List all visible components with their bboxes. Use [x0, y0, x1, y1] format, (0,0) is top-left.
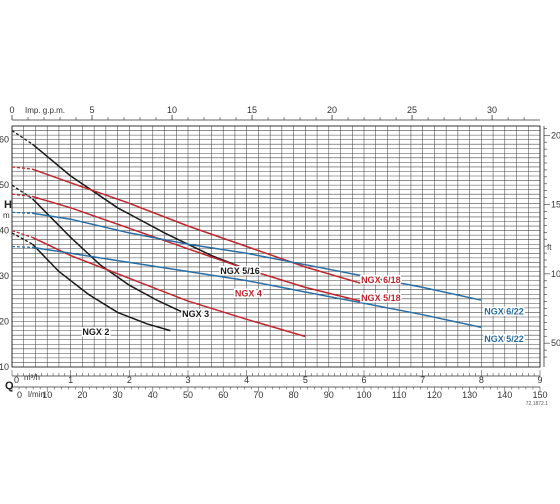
- y-axis-symbol: H: [4, 199, 12, 211]
- series-label: NGX 2: [82, 327, 109, 337]
- lmin-tick-label: 50: [183, 390, 193, 400]
- series-label-halo: NGX 5/22: [484, 334, 524, 344]
- series-dashed-segment: [11, 211, 33, 214]
- m3h-tick-label: 5: [303, 375, 308, 385]
- series-label: NGX 3: [182, 309, 209, 319]
- lmin-tick-label: 140: [497, 390, 512, 400]
- series-label: NGX 5/18: [361, 293, 401, 303]
- series-label: NGX 6/22: [484, 307, 524, 317]
- chart-series: [11, 129, 482, 338]
- series-line: [32, 246, 482, 329]
- m3h-tick-label: 8: [479, 375, 484, 385]
- series-line: [32, 168, 365, 285]
- ft-tick-label: 50: [551, 338, 560, 348]
- series-label-halo: NGX 4: [235, 289, 262, 299]
- m3h-tick-label: 6: [361, 375, 366, 385]
- series-line: [32, 143, 253, 273]
- lmin-tick-label: 100: [356, 390, 371, 400]
- m3h-tick-label: 2: [127, 375, 132, 385]
- m3h-tick-label: 1: [68, 375, 73, 385]
- gpm-tick-label: 0: [9, 105, 14, 115]
- series-label-halo: NGX 3: [182, 309, 209, 319]
- series-line: [31, 243, 171, 332]
- m3h-tick-label: 7: [420, 375, 425, 385]
- series-label-halo: NGX 5/18: [361, 293, 401, 303]
- m3h-tick-label: 0: [14, 375, 19, 385]
- series-label: NGX 5/22: [484, 334, 524, 344]
- lmin-tick-label: 80: [289, 390, 299, 400]
- gpm-unit-label: Imp. g.p.m.: [25, 106, 65, 115]
- y-tick-label: 20: [0, 317, 9, 327]
- gpm-tick-label: 25: [407, 105, 417, 115]
- series-dashed-segment: [11, 229, 33, 239]
- lmin-tick-label: 150: [532, 390, 547, 400]
- lmin-tick-label: 130: [462, 390, 477, 400]
- series-label-halo: NGX 2: [82, 327, 109, 337]
- gpm-tick-label: 20: [327, 105, 337, 115]
- reference-code: 72.1872.1: [526, 401, 548, 407]
- y-tick-label: 10: [0, 362, 9, 372]
- lmin-unit-label: l/min: [28, 390, 45, 399]
- m3h-tick-label: 9: [537, 375, 542, 385]
- lmin-tick-label: 20: [77, 390, 87, 400]
- series-dashed-segment: [11, 166, 33, 170]
- ft-unit-label: ft: [547, 243, 552, 252]
- series-dashed-segment: [11, 193, 33, 198]
- series-label: NGX 6/18: [361, 275, 401, 285]
- m3h-unit-label: m³/h: [24, 373, 40, 382]
- ft-tick-label: 150: [551, 200, 560, 210]
- lmin-tick-label: 90: [324, 390, 334, 400]
- lmin-tick-label: 70: [253, 390, 263, 400]
- series-label: NGX 4: [235, 289, 262, 299]
- ft-tick-label: 100: [551, 269, 560, 279]
- y-axis-unit: m: [3, 211, 10, 220]
- lmin-tick-label: 10: [42, 390, 52, 400]
- lmin-tick-label: 110: [392, 390, 406, 400]
- gpm-tick-label: 5: [90, 105, 95, 115]
- lmin-tick-label: 120: [427, 390, 442, 400]
- lmin-tick-label: 30: [113, 390, 123, 400]
- lmin-tick-label: 60: [218, 390, 228, 400]
- ft-tick-label: 200: [551, 130, 560, 140]
- x-axis-symbol: Q: [5, 380, 14, 392]
- series-label: NGX 5/16: [220, 266, 260, 276]
- y-tick-label: 30: [0, 271, 9, 281]
- series-line: [31, 198, 189, 316]
- gpm-tick-label: 30: [487, 105, 497, 115]
- gpm-tick-label: 15: [247, 105, 257, 115]
- y-tick-label: 60: [0, 135, 9, 145]
- series-label-halo: NGX 5/16: [220, 266, 260, 276]
- y-tick-label: 40: [0, 226, 9, 236]
- series-dashed-segment: [11, 232, 33, 245]
- m3h-tick-label: 3: [185, 375, 190, 385]
- y-tick-label: 50: [0, 180, 9, 190]
- series-dashed-segment: [11, 129, 33, 145]
- series-dashed-segment: [11, 245, 33, 249]
- series-line: [32, 195, 365, 303]
- series-label-halo: NGX 6/22: [484, 307, 524, 317]
- m3h-tick-label: 4: [244, 375, 249, 385]
- lmin-tick-label: 40: [148, 390, 158, 400]
- lmin-tick-label: 0: [17, 390, 22, 400]
- series-label-halo: NGX 6/18: [361, 275, 401, 285]
- series-line: [32, 212, 482, 301]
- gpm-tick-label: 10: [167, 105, 177, 115]
